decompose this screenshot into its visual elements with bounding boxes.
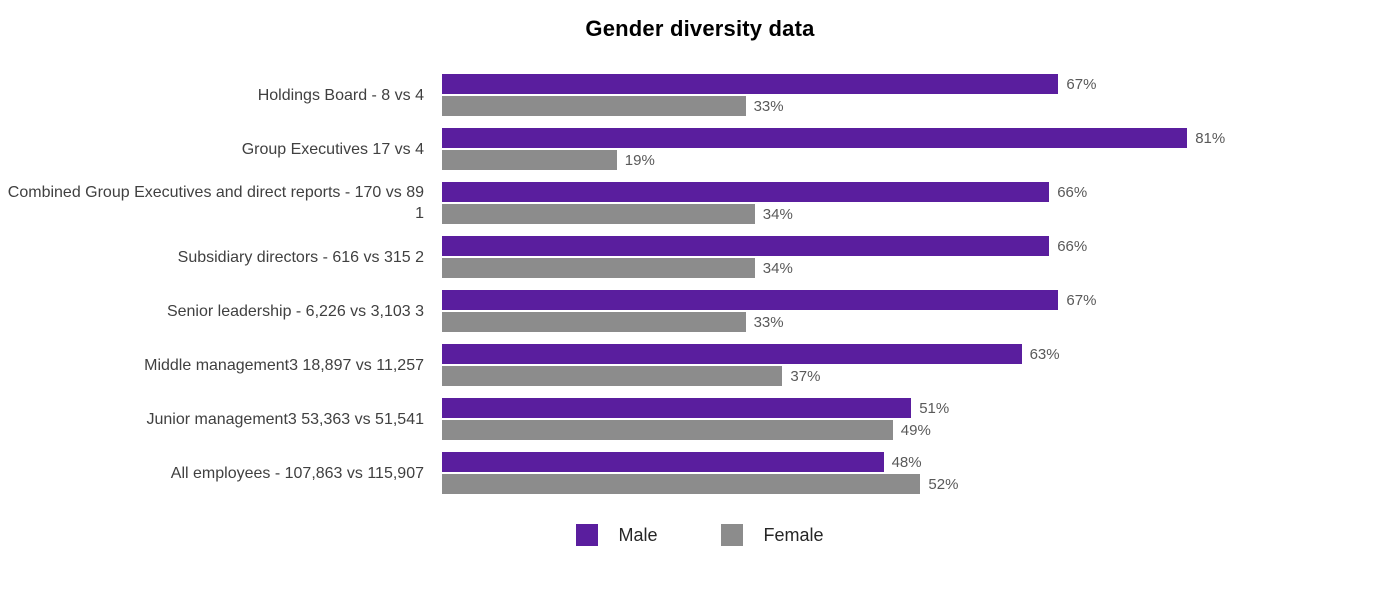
bar-group: 66% 34% bbox=[442, 182, 1362, 224]
bar-value-label: 52% bbox=[928, 475, 959, 493]
female-bar-line: 52% bbox=[442, 474, 1362, 494]
female-bar-line: 33% bbox=[442, 96, 1362, 116]
bar-value-label: 51% bbox=[919, 399, 950, 417]
female-bar-line: 34% bbox=[442, 204, 1362, 224]
male-swatch-icon bbox=[576, 524, 599, 546]
male-bar-line: 66% bbox=[442, 182, 1362, 202]
legend-label: Male bbox=[618, 524, 658, 545]
category-label: Holdings Board - 8 vs 4 bbox=[257, 86, 424, 104]
bar-value-label: 66% bbox=[1057, 183, 1088, 201]
bar-value-label: 66% bbox=[1057, 237, 1088, 255]
bar-group: 66% 34% bbox=[442, 236, 1362, 278]
bar-value-label: 33% bbox=[753, 97, 784, 115]
bar-value-label: 37% bbox=[790, 367, 821, 385]
male-bar-line: 67% bbox=[442, 74, 1362, 94]
male-bar bbox=[442, 344, 1022, 364]
male-bar bbox=[442, 236, 1050, 256]
female-bar-line: 34% bbox=[442, 258, 1362, 278]
chart-row: Group Executives 17 vs 4 81% 19% bbox=[0, 128, 1400, 170]
bar-value-label: 48% bbox=[891, 453, 922, 471]
male-bar bbox=[442, 182, 1050, 202]
female-bar bbox=[442, 204, 755, 224]
female-bar bbox=[442, 366, 783, 386]
male-bar bbox=[442, 74, 1059, 94]
male-bar-line: 48% bbox=[442, 452, 1362, 472]
male-bar-line: 67% bbox=[442, 290, 1362, 310]
female-bar-line: 33% bbox=[442, 312, 1362, 332]
chart-row: Junior management3 53,363 vs 51,541 51% 49… bbox=[0, 398, 1400, 440]
bar-group: 67% 33% bbox=[442, 290, 1362, 332]
bar-chart: Holdings Board - 8 vs 4 67% 33% Group Execu… bbox=[0, 74, 1400, 494]
chart-row: Holdings Board - 8 vs 4 67% 33% bbox=[0, 74, 1400, 116]
female-swatch-icon bbox=[721, 524, 744, 546]
male-bar-line: 81% bbox=[442, 128, 1362, 148]
female-bar bbox=[442, 150, 617, 170]
category-label: Senior leadership - 6,226 vs 3,103 3 bbox=[166, 302, 424, 320]
female-bar bbox=[442, 96, 746, 116]
chart-row: Subsidiary directors - 616 vs 315 2 66% 34… bbox=[0, 236, 1400, 278]
category-label: Combined Group Executives and direct rep… bbox=[7, 184, 424, 222]
bar-value-label: 63% bbox=[1029, 345, 1060, 363]
female-bar bbox=[442, 258, 755, 278]
category-label: All employees - 107,863 vs 115,907 bbox=[170, 464, 424, 482]
bar-group: 63% 37% bbox=[442, 344, 1362, 386]
male-bar bbox=[442, 128, 1188, 148]
bar-group: 81% 19% bbox=[442, 128, 1362, 170]
bar-value-label: 67% bbox=[1066, 291, 1097, 309]
bar-value-label: 33% bbox=[753, 313, 784, 331]
bar-group: 48% 52% bbox=[442, 452, 1362, 494]
chart-row: Senior leadership - 6,226 vs 3,103 3 67% 3… bbox=[0, 290, 1400, 332]
male-bar bbox=[442, 398, 912, 418]
legend-label: Female bbox=[763, 524, 824, 545]
category-label: Subsidiary directors - 616 vs 315 2 bbox=[177, 248, 424, 266]
male-bar-line: 66% bbox=[442, 236, 1362, 256]
female-bar-line: 49% bbox=[442, 420, 1362, 440]
bar-group: 67% 33% bbox=[442, 74, 1362, 116]
male-bar-line: 63% bbox=[442, 344, 1362, 364]
male-bar bbox=[442, 290, 1059, 310]
chart-row: All employees - 107,863 vs 115,907 48% 52% bbox=[0, 452, 1400, 494]
female-bar bbox=[442, 474, 921, 494]
chart-legend: Male Female bbox=[0, 524, 1400, 546]
category-label: Group Executives 17 vs 4 bbox=[241, 140, 424, 158]
male-bar-line: 51% bbox=[442, 398, 1362, 418]
female-bar bbox=[442, 420, 893, 440]
bar-group: 51% 49% bbox=[442, 398, 1362, 440]
female-bar-line: 37% bbox=[442, 366, 1362, 386]
bar-value-label: 49% bbox=[900, 421, 931, 439]
female-bar bbox=[442, 312, 746, 332]
category-label: Middle management3 18,897 vs 11,257 bbox=[144, 356, 424, 374]
bar-value-label: 19% bbox=[624, 151, 655, 169]
chart-row: Combined Group Executives and direct rep… bbox=[0, 182, 1400, 224]
legend-item-female: Female bbox=[721, 524, 824, 546]
female-bar-line: 19% bbox=[442, 150, 1362, 170]
chart-row: Middle management3 18,897 vs 11,257 63% 37… bbox=[0, 344, 1400, 386]
bar-value-label: 34% bbox=[762, 259, 793, 277]
male-bar bbox=[442, 452, 884, 472]
bar-value-label: 67% bbox=[1066, 75, 1097, 93]
bar-value-label: 34% bbox=[762, 205, 793, 223]
legend-item-male: Male bbox=[576, 524, 657, 546]
category-label: Junior management3 53,363 vs 51,541 bbox=[146, 410, 424, 428]
bar-value-label: 81% bbox=[1195, 129, 1226, 147]
chart-title: Gender diversity data bbox=[585, 16, 815, 41]
